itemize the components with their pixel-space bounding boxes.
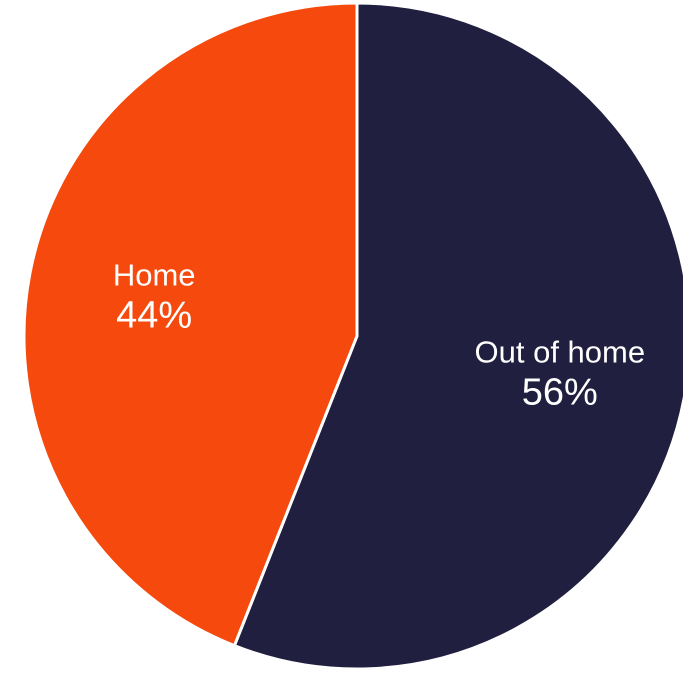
pie-label-name-home: Home <box>113 257 196 292</box>
pie-label-name-out-of-home: Out of home <box>475 335 646 370</box>
pie-label-value-out-of-home: 56% <box>522 372 598 414</box>
slices-layer <box>22 1 683 671</box>
pie-label-value-home: 44% <box>116 294 192 336</box>
pie-slice-out-of-home <box>232 1 683 671</box>
pie-slice-home <box>22 1 359 648</box>
